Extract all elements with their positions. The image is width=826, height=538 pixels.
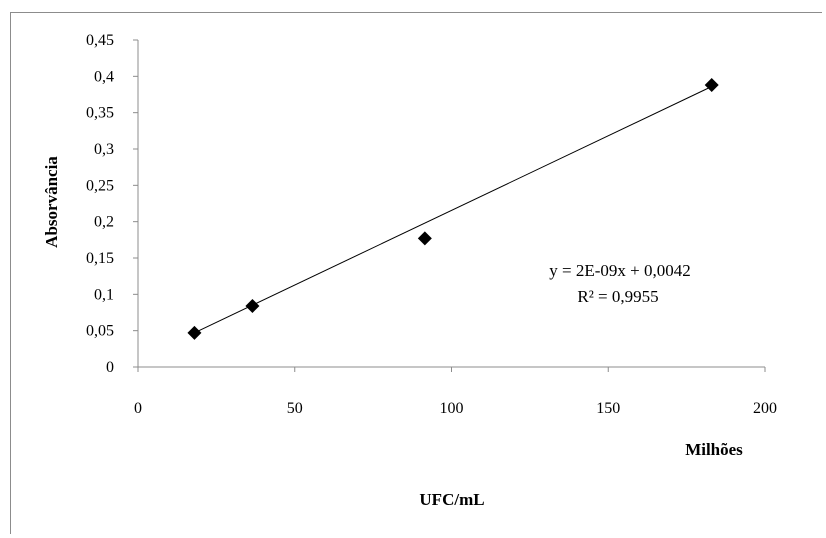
x-axis-ticks: 0 50 100 150 200	[134, 367, 777, 417]
data-points	[187, 78, 719, 340]
data-point-marker	[704, 78, 719, 93]
trendline-equation: y = 2E-09x + 0,0042	[549, 261, 690, 280]
y-tick-label: 0,1	[94, 286, 114, 303]
x-tick-label: 200	[753, 400, 777, 417]
x-axis-unit-label: Milhões	[685, 440, 743, 459]
data-point-marker	[417, 231, 432, 246]
y-tick-label: 0,2	[94, 214, 114, 231]
r-squared-label: R² = 0,9955	[577, 287, 658, 306]
y-tick-label: 0,45	[86, 32, 114, 49]
y-tick-label: 0	[106, 359, 114, 376]
trendline-group	[191, 86, 712, 335]
chart-axes	[137, 40, 765, 368]
x-tick-label: 100	[440, 400, 464, 417]
y-tick-label: 0,35	[86, 105, 114, 122]
y-tick-label: 0,05	[86, 323, 114, 340]
x-tick-label: 50	[287, 400, 303, 417]
x-tick-label: 150	[596, 400, 620, 417]
x-axis-title: UFC/mL	[419, 490, 484, 509]
data-point-marker	[245, 298, 260, 313]
x-tick-label: 0	[134, 400, 142, 417]
chart-frame	[10, 12, 822, 534]
y-tick-label: 0,15	[86, 250, 114, 267]
trendline	[191, 86, 712, 335]
y-axis-title: Absorvância	[42, 156, 61, 248]
data-point-marker	[187, 325, 202, 340]
y-tick-label: 0,3	[94, 141, 114, 158]
y-tick-label: 0,4	[94, 68, 114, 85]
y-tick-label: 0,25	[86, 177, 114, 194]
y-axis-ticks: 0 0,05 0,1 0,15 0,2 0,25 0,3 0,35 0,4 0,45	[86, 32, 138, 376]
